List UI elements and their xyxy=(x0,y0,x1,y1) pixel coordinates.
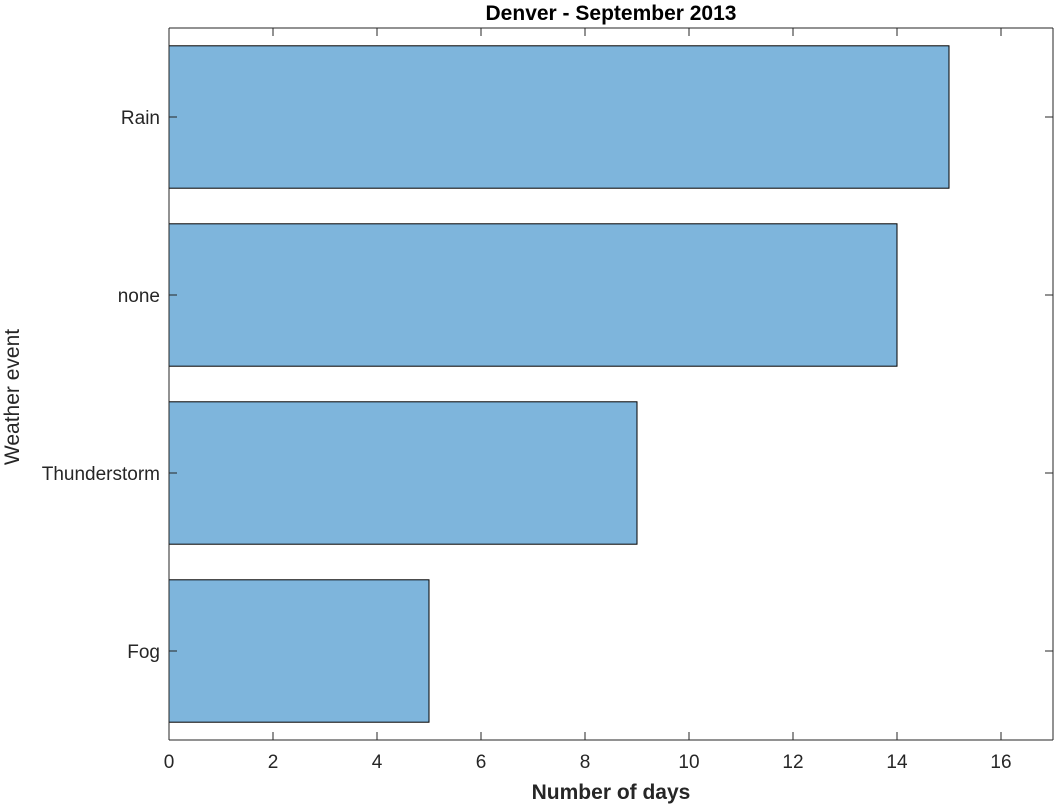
bar-none xyxy=(168,223,898,367)
bar-fog xyxy=(168,579,430,723)
x-tick-label: 8 xyxy=(580,752,591,773)
bar-rain xyxy=(168,45,950,189)
x-tick-label: 0 xyxy=(164,752,175,773)
x-tick-label: 2 xyxy=(268,752,279,773)
y-tick-label: none xyxy=(118,286,160,307)
chart-title: Denver - September 2013 xyxy=(486,2,737,25)
y-tick-label: Rain xyxy=(121,108,160,129)
x-tick-label: 4 xyxy=(372,752,383,773)
y-tick-label: Fog xyxy=(127,642,160,663)
y-axis-title: Weather event xyxy=(1,329,24,465)
x-axis-title: Number of days xyxy=(532,781,691,804)
x-tick-label: 16 xyxy=(990,752,1011,773)
x-tick-label: 10 xyxy=(678,752,699,773)
plot-area: Rain none Thunderstorm Fog 0 2 4 6 8 10 12 14 16 xyxy=(42,27,1054,773)
y-tick-label: Thunderstorm xyxy=(42,464,160,485)
x-tick-label: 6 xyxy=(476,752,487,773)
x-tick-label: 14 xyxy=(886,752,908,773)
bar-thunderstorm xyxy=(168,401,638,545)
x-tick-label: 12 xyxy=(782,752,803,773)
